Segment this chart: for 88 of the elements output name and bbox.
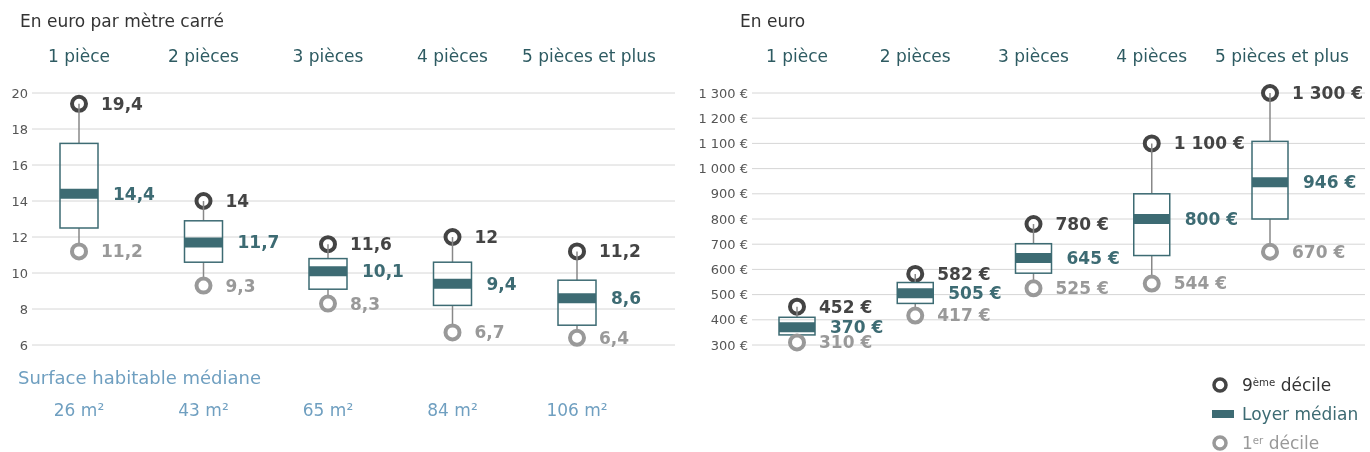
point [788, 297, 806, 316]
point [70, 94, 88, 113]
legend-label: Loyer médian [1242, 403, 1359, 424]
data-label: 19,4 [101, 93, 144, 114]
text: 65 m² [302, 400, 354, 420]
data-label: 1 100 € [1173, 133, 1245, 154]
point [568, 328, 586, 347]
text: 505 € [948, 283, 1002, 304]
x-tick-label: 4 pièces [417, 46, 489, 66]
text: 11,7 [237, 232, 280, 253]
data-label: 12 [474, 226, 499, 247]
x-tick-label: 2 pièces [168, 46, 240, 66]
point [194, 192, 213, 210]
chart-title: En euro par mètre carré [20, 11, 224, 31]
y-tick-label: 18 [11, 121, 28, 137]
text: 14,4 [113, 183, 155, 204]
y-tick-label: 1 300 € [698, 85, 748, 101]
y-tick-label: 14 [11, 193, 28, 209]
point [1142, 274, 1161, 293]
point [443, 323, 462, 342]
y-tick-label: 6 [19, 337, 28, 353]
x-tick-label: 4 pièces [1116, 46, 1188, 66]
point [1261, 84, 1279, 102]
data-label: 9,3 [225, 275, 256, 296]
text: 946 € [1303, 172, 1357, 193]
y-tick-label: 300 € [710, 337, 748, 353]
point [70, 242, 88, 261]
y-tick-label: 1 100 € [698, 135, 748, 151]
data-label: 1 300 € [1292, 82, 1363, 103]
text: 9,4 [486, 273, 517, 294]
point [443, 228, 462, 246]
point [906, 264, 925, 283]
y-tick-label: 12 [11, 229, 28, 245]
y-tick-label: 600 € [710, 261, 748, 277]
text: 8,6 [611, 288, 642, 309]
data-label: 670 € [1292, 241, 1346, 262]
text: 26 m² [53, 400, 105, 420]
y-tick-label: 10 [11, 265, 28, 281]
y-tick-label: 900 € [710, 186, 748, 202]
text: 106 m² [546, 400, 608, 420]
data-label: 11,2 [101, 241, 143, 262]
data-label: 525 € [1055, 278, 1109, 299]
text: 800 € [1184, 208, 1238, 229]
chart-title: En euro [740, 11, 806, 31]
x-tick-label: 1 pièce [766, 46, 828, 66]
data-label: 780 € [1055, 213, 1109, 234]
x-tick-label: 5 pièces et plus [522, 46, 657, 66]
point [906, 306, 925, 325]
y-tick-label: 400 € [710, 312, 748, 328]
point [1142, 134, 1161, 153]
x-tick-label: 3 pièces [292, 46, 364, 66]
x-tick-label: 1 pièce [48, 46, 110, 66]
x-tick-label: 3 pièces [998, 46, 1070, 66]
y-tick-label: 800 € [710, 211, 748, 227]
x-tick-label: 2 pièces [879, 46, 951, 66]
text: 10,1 [362, 261, 404, 282]
point [568, 242, 586, 261]
y-tick-label: 500 € [710, 287, 748, 303]
data-label: 11,2 [599, 241, 641, 262]
data-label: 452 € [819, 296, 873, 317]
data-label: 6,7 [474, 322, 505, 343]
x-tick-label: 5 pièces et plus [1215, 46, 1350, 66]
y-tick-label: 20 [11, 85, 28, 101]
data-label: 544 € [1173, 273, 1227, 294]
data-label: 582 € [937, 263, 991, 284]
data-label: 417 € [937, 305, 991, 326]
legend-label: 1$^{er}$ décile [1242, 432, 1320, 452]
y-tick-label: 1 200 € [698, 110, 748, 126]
point [319, 294, 337, 313]
data-label: 8,3 [350, 293, 381, 314]
y-tick-label: 700 € [710, 236, 748, 252]
point [788, 333, 806, 352]
point [1024, 215, 1043, 234]
y-tick-label: 1 000 € [698, 161, 748, 177]
y-tick-label: 8 [19, 301, 28, 317]
y-tick-label: 16 [11, 157, 28, 173]
point [1024, 279, 1043, 298]
point [1261, 242, 1279, 261]
text: 645 € [1066, 248, 1120, 269]
data-label: 6,4 [599, 327, 630, 348]
legend-label: 9$^{ème}$ décile [1242, 374, 1332, 395]
point [319, 235, 337, 254]
data-label: 11,6 [350, 234, 392, 255]
point [194, 276, 213, 295]
text: 43 m² [178, 400, 229, 420]
text: Surface habitable médiane [18, 367, 262, 388]
text: 84 m² [427, 400, 478, 420]
data-label: 14 [225, 190, 250, 211]
